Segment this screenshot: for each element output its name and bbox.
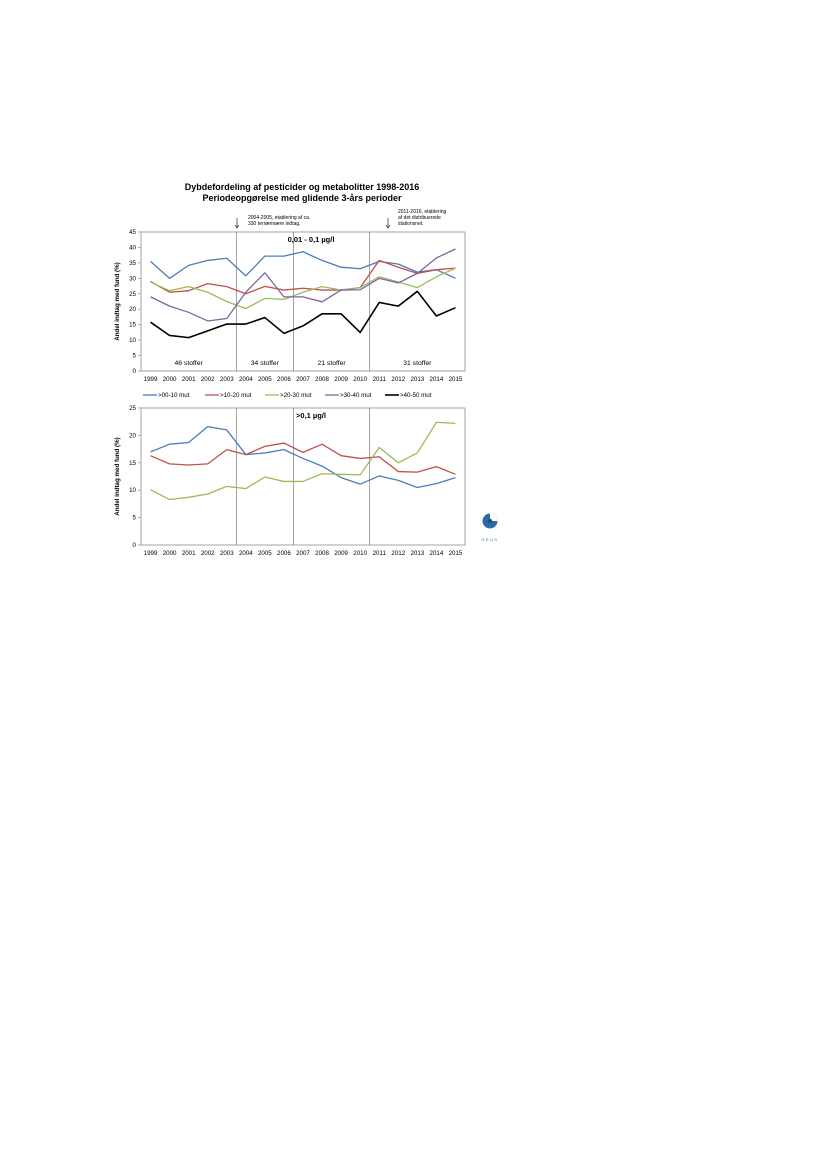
- x-tick-label: 2002: [201, 376, 215, 383]
- y-tick-label: 15: [129, 322, 136, 329]
- x-tick-label: 2003: [220, 550, 234, 557]
- y-tick-label: 0: [133, 542, 137, 549]
- x-tick-label: 2002: [201, 550, 215, 557]
- x-tick-label: 2000: [163, 550, 177, 557]
- x-tick-label: 2014: [430, 550, 444, 557]
- logo-text: GEUS: [481, 537, 498, 542]
- legend-label: >10-20 mut: [220, 392, 252, 399]
- x-tick-label: 2005: [258, 376, 272, 383]
- series-line: [150, 251, 456, 279]
- x-tick-label: 2008: [315, 376, 329, 383]
- chart-lower: 0 5 10 15 20 25 1999 2000 2001 2002 2003 2004 2005 20…: [114, 405, 466, 557]
- x-tick-label: 1999: [144, 376, 158, 383]
- chart-upper: 0 5 10 15 20 25 30 35 40 45 1999 2000 2001 2002 2003 20…: [114, 229, 466, 383]
- note-right-line3: stationsnet.: [398, 221, 424, 227]
- x-tick-label: 2008: [315, 550, 329, 557]
- note-right-line2: af det distribuerede: [398, 215, 441, 221]
- x-tick-label: 2003: [220, 376, 234, 383]
- legend-label: >30-40 mut: [340, 392, 372, 399]
- figure-title-line2: Periodeopgørelse med glidende 3-års peri…: [202, 193, 402, 203]
- x-tick-label: 2006: [277, 550, 291, 557]
- x-tick-label: 2012: [391, 376, 405, 383]
- x-tick-label: 2013: [410, 376, 424, 383]
- note-left-arrow: [234, 218, 240, 229]
- note-left-line1: 2004-2005, etablering af ca.: [248, 215, 310, 221]
- legend-label: >40-50 mut: [400, 392, 432, 399]
- note-right-line1: 2011-2016, etablering: [398, 209, 446, 215]
- y-tick-label: 15: [129, 460, 136, 467]
- period-label: 31 stoffer: [403, 360, 432, 367]
- x-tick-label: 2015: [449, 376, 463, 383]
- legend-label: >00-10 mut: [158, 392, 190, 399]
- y-tick-label: 10: [129, 337, 136, 344]
- figure-title-line1: Dybdefordeling af pesticider og metaboli…: [185, 182, 420, 192]
- x-tick-label: 2014: [430, 376, 444, 383]
- legend-label: >20-30 mut: [280, 392, 312, 399]
- y-tick-label: 20: [129, 432, 136, 439]
- y-axis-label: Andel indtag med fund (%): [114, 262, 121, 340]
- y-tick-label: 40: [129, 244, 136, 251]
- series-line: [150, 290, 456, 339]
- x-tick-label: 1999: [144, 550, 158, 557]
- period-label: 46 stoffer: [175, 360, 204, 367]
- y-tick-label: 5: [133, 515, 137, 522]
- y-tick-label: 35: [129, 260, 136, 267]
- x-tick-label: 2013: [410, 550, 424, 557]
- geus-logo: GEUS: [481, 513, 498, 542]
- plot-title: >0,1 µg/l: [296, 411, 326, 420]
- plot-area-border: [140, 231, 466, 372]
- y-tick-label: 30: [129, 275, 136, 282]
- period-label: 21 stoffer: [317, 360, 346, 367]
- note-left-line2: 330 terrænnære indtag.: [248, 221, 301, 227]
- plot-area-border: [140, 407, 466, 546]
- y-tick-label: 10: [129, 487, 136, 494]
- x-tick-label: 2012: [391, 550, 405, 557]
- x-tick-label: 2007: [296, 376, 310, 383]
- x-tick-label: 2010: [353, 376, 367, 383]
- y-tick-label: 20: [129, 306, 136, 313]
- x-tick-label: 2011: [373, 550, 387, 557]
- legend: >00-10 mut >10-20 mut >20-30 mut >30-40 mut…: [143, 392, 432, 399]
- x-tick-label: 2007: [296, 550, 310, 557]
- x-tick-label: 2009: [334, 550, 348, 557]
- x-tick-label: 2005: [258, 550, 272, 557]
- y-tick-label: 0: [133, 368, 137, 375]
- y-tick-label: 5: [133, 353, 137, 360]
- x-tick-label: 2001: [182, 550, 196, 557]
- x-tick-label: 2006: [277, 376, 291, 383]
- x-tick-label: 2011: [373, 376, 387, 383]
- x-tick-label: 2009: [334, 376, 348, 383]
- period-label: 34 stoffer: [251, 360, 280, 367]
- plot-title: 0,01 - 0,1 µg/l: [288, 235, 335, 244]
- y-tick-label: 45: [129, 229, 136, 236]
- series-line: [150, 421, 456, 501]
- x-tick-label: 2001: [182, 376, 196, 383]
- y-axis-label: Andel indtag med fund (%): [114, 437, 121, 515]
- x-tick-label: 2004: [239, 550, 253, 557]
- note-right-arrow: [385, 218, 391, 229]
- y-tick-label: 25: [129, 291, 136, 298]
- x-tick-label: 2010: [353, 550, 367, 557]
- x-tick-label: 2015: [449, 550, 463, 557]
- y-tick-label: 25: [129, 405, 136, 412]
- x-tick-label: 2004: [239, 376, 253, 383]
- x-tick-label: 2000: [163, 376, 177, 383]
